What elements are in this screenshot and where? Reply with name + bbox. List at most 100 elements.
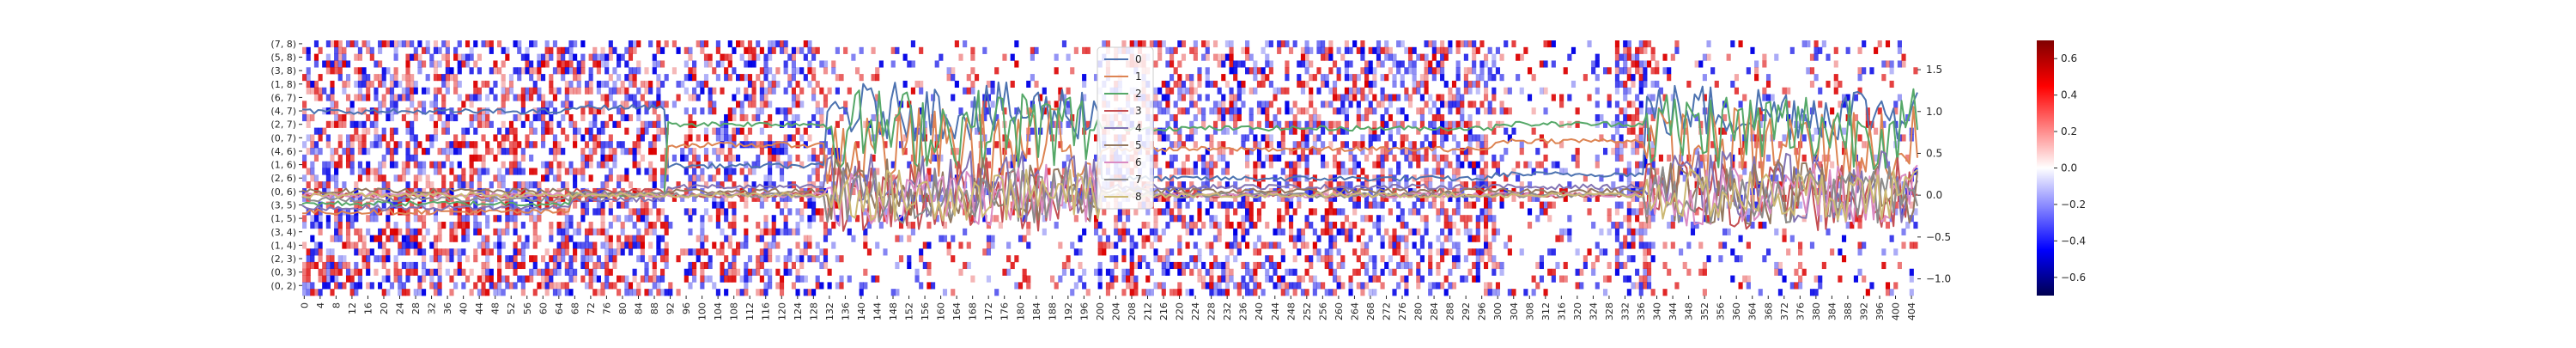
heatmap-cell xyxy=(517,74,522,82)
heatmap-cell xyxy=(1277,215,1282,223)
heatmap-cell xyxy=(990,101,995,108)
heatmap-cell xyxy=(386,107,391,115)
heatmap-cell xyxy=(1328,127,1334,135)
heatmap-cell xyxy=(405,67,410,75)
heatmap-cell xyxy=(683,208,689,216)
heatmap-cell xyxy=(727,168,732,175)
heatmap-cell xyxy=(1551,94,1556,101)
heatmap-cell xyxy=(425,228,430,235)
heatmap-cell xyxy=(1288,148,1294,156)
heatmap-cell xyxy=(703,80,709,89)
heatmap-cell xyxy=(457,94,462,101)
heatmap-cell xyxy=(469,187,474,196)
heatmap-cell xyxy=(1217,228,1222,235)
heatmap-cell xyxy=(1631,255,1636,263)
heatmap-cell xyxy=(1054,101,1059,108)
heatmap-cell xyxy=(1285,87,1290,95)
heatmap-cell xyxy=(732,268,737,276)
heatmap-cell xyxy=(1424,222,1429,229)
heatmap-cell xyxy=(1451,134,1457,142)
heatmap-cell xyxy=(1364,94,1370,101)
heatmap-cell xyxy=(1372,107,1377,115)
heatmap-cell xyxy=(1635,268,1640,276)
heatmap-cell xyxy=(445,268,450,276)
heatmap-cell xyxy=(345,222,351,229)
heatmap-cell xyxy=(485,215,490,223)
heatmap-cell xyxy=(318,74,323,82)
heatmap-cell xyxy=(330,94,335,101)
heatmap-cell xyxy=(1623,113,1628,122)
heatmap-cell xyxy=(768,80,773,89)
heatmap-cell xyxy=(1380,154,1385,162)
heatmap-cell xyxy=(768,241,773,249)
heatmap-cell xyxy=(636,168,641,175)
heatmap-cell xyxy=(1324,120,1329,128)
heatmap-cell xyxy=(1451,282,1457,290)
heatmap-cell xyxy=(1014,107,1019,115)
heatmap-cell xyxy=(493,60,498,68)
heatmap-cell xyxy=(612,120,617,128)
heatmap-cell xyxy=(1412,60,1417,68)
heatmap-cell xyxy=(715,74,720,82)
heatmap-cell xyxy=(951,67,956,75)
heatmap-cell xyxy=(1448,235,1453,242)
heatmap-cell xyxy=(1619,174,1624,182)
heatmap-cell xyxy=(1484,194,1489,202)
heatmap-cell xyxy=(1547,215,1552,223)
heatmap-cell xyxy=(612,80,617,89)
heatmap-cell xyxy=(1249,201,1254,209)
heatmap-cell xyxy=(453,134,459,142)
heatmap-cell xyxy=(449,74,454,82)
heatmap-cell xyxy=(1511,168,1516,175)
heatmap-cell xyxy=(1316,113,1321,122)
heatmap-cell xyxy=(330,161,335,168)
heatmap-cell xyxy=(1436,94,1441,101)
heatmap-cell xyxy=(457,215,462,223)
heatmap-cell xyxy=(1679,215,1684,223)
heatmap-cell xyxy=(310,148,315,156)
heatmap-cell xyxy=(747,187,753,196)
heatmap-cell xyxy=(1440,201,1445,209)
heatmap-cell xyxy=(1475,107,1480,115)
heatmap-cell xyxy=(357,107,362,115)
heatmap-cell xyxy=(727,60,732,68)
heatmap-cell xyxy=(1416,248,1421,256)
heatmap-cell xyxy=(656,101,661,108)
heatmap-cell xyxy=(1638,141,1643,149)
heatmap-cell xyxy=(696,94,701,101)
heatmap-cell xyxy=(600,94,605,101)
heatmap-cell xyxy=(544,40,550,48)
heatmap-cell xyxy=(1348,228,1353,235)
heatmap-cell xyxy=(1126,282,1131,290)
heatmap-cell xyxy=(1451,148,1457,156)
heatmap-cell xyxy=(1504,87,1509,95)
heatmap-cell xyxy=(1431,141,1437,149)
heatmap-cell xyxy=(337,46,343,54)
heatmap-cell xyxy=(652,120,657,128)
heatmap-cell xyxy=(381,127,386,135)
heatmap-cell xyxy=(449,113,454,122)
heatmap-cell xyxy=(1650,289,1656,296)
heatmap-cell xyxy=(1407,46,1413,54)
heatmap-cell xyxy=(1321,101,1326,108)
heatmap-cell xyxy=(493,215,498,223)
heatmap-cell xyxy=(334,120,339,128)
heatmap-cell xyxy=(1332,154,1338,162)
heatmap-cell xyxy=(1670,215,1675,223)
heatmap-cell xyxy=(369,168,374,175)
heatmap-cell xyxy=(1253,60,1258,68)
heatmap-cell xyxy=(1451,101,1457,108)
heatmap-cell xyxy=(1443,101,1449,108)
heatmap-cell xyxy=(739,289,744,296)
heatmap-cell xyxy=(1312,282,1317,290)
heatmap-cell xyxy=(1372,80,1377,89)
heatmap-cell xyxy=(469,46,474,54)
heatmap-cell xyxy=(1169,261,1175,270)
heatmap-cell xyxy=(902,134,908,142)
heatmap-cell xyxy=(628,40,634,48)
heatmap-cell xyxy=(1416,268,1421,276)
heatmap-cell xyxy=(648,120,653,128)
heatmap-cell xyxy=(1431,74,1437,82)
heatmap-cell xyxy=(1217,261,1222,270)
heatmap-cell xyxy=(827,228,832,235)
